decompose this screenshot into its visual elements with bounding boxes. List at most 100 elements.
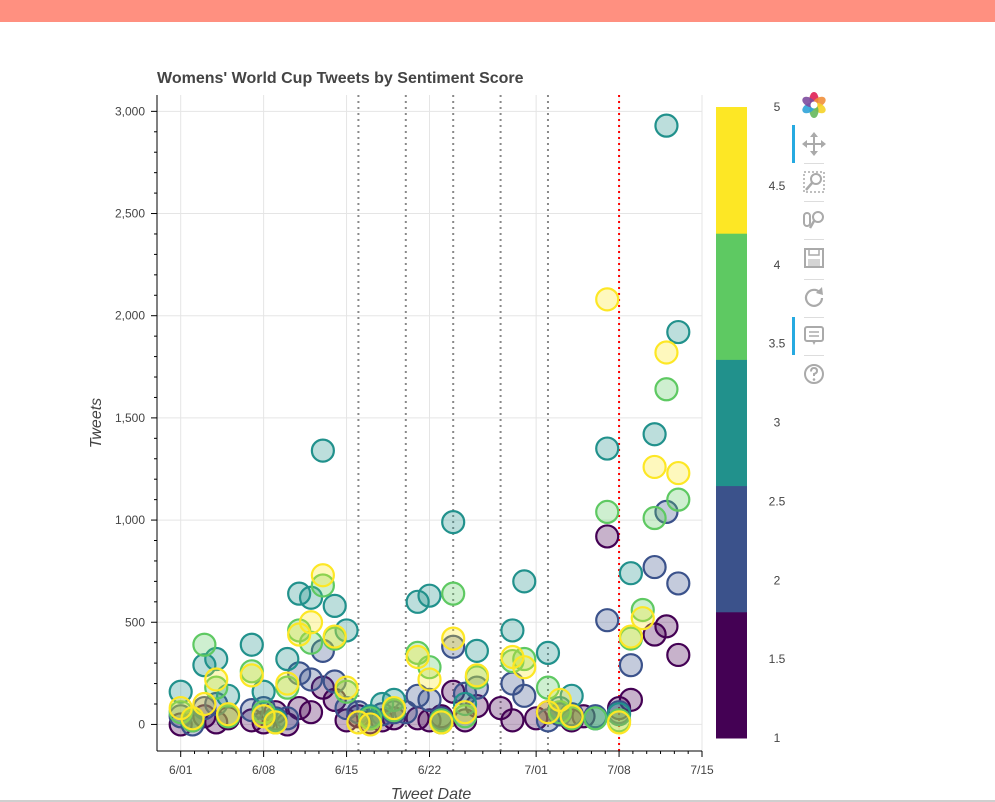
color-bar-tick-label: 1 [774, 731, 781, 745]
data-point [204, 667, 229, 692]
y-tick-label: 1,000 [115, 513, 145, 527]
data-point [642, 554, 667, 580]
x-tick-label: 6/01 [169, 763, 193, 777]
data-point [654, 113, 679, 138]
y-tick-label: 2,000 [115, 309, 145, 323]
top-accent-bar [0, 0, 995, 22]
y-axis-label: Tweets [88, 398, 105, 448]
data-point [654, 614, 679, 639]
data-point [464, 638, 489, 663]
data-point [535, 640, 561, 666]
save-icon[interactable] [800, 244, 828, 272]
data-point [334, 618, 359, 643]
data-point [310, 438, 335, 463]
active-tool-indicator [792, 125, 795, 163]
x-tick-label: 7/15 [690, 763, 714, 777]
help-icon[interactable] [800, 360, 828, 388]
data-point [441, 581, 466, 606]
x-tick-label: 6/08 [252, 763, 276, 777]
y-tick-label: 0 [138, 717, 145, 731]
toolbar-separator [804, 163, 824, 164]
data-point [559, 704, 584, 729]
data-point [405, 644, 430, 670]
hover-icon[interactable] [800, 322, 828, 350]
toolbar-separator [804, 279, 824, 280]
axes [151, 95, 703, 757]
data-point [654, 377, 679, 402]
box-zoom-icon[interactable] [800, 168, 828, 196]
data-point [618, 561, 644, 586]
data-point [666, 571, 691, 596]
data-point [441, 510, 466, 535]
data-point [654, 340, 679, 365]
bottom-divider [0, 800, 995, 802]
data-point [405, 589, 430, 614]
data-point [239, 632, 264, 657]
data-point [215, 702, 241, 727]
data-point [642, 622, 667, 647]
color-bar-tick-label: 2 [774, 573, 781, 587]
data-point [441, 626, 466, 651]
reset-icon[interactable] [800, 284, 828, 312]
y-tick-label: 3,000 [115, 104, 145, 118]
data-point [452, 700, 478, 725]
toolbar-separator [804, 239, 824, 240]
data-point [322, 593, 347, 619]
x-tick-label: 7/01 [524, 763, 548, 777]
data-point [417, 667, 442, 692]
toolbar [792, 88, 836, 388]
data-point [192, 632, 217, 657]
data-point [595, 287, 620, 312]
data-point [417, 583, 442, 608]
color-bar-tick-label: 3.5 [769, 337, 786, 351]
data-point [595, 608, 620, 633]
color-bar-tick-label: 5 [774, 100, 781, 114]
data-point [666, 642, 691, 668]
data-point [666, 487, 691, 512]
data-point [512, 569, 537, 594]
data-point [251, 704, 276, 729]
data-point [298, 630, 324, 655]
data-point [168, 679, 193, 704]
data-point [298, 610, 324, 635]
data-point [595, 499, 620, 524]
x-tick-label: 6/15 [335, 763, 359, 777]
data-point [666, 319, 691, 345]
data-point [642, 505, 667, 531]
data-point [595, 436, 620, 461]
data-point [215, 683, 241, 708]
y-tick-label: 1,500 [115, 411, 145, 425]
data-point [500, 618, 525, 643]
x-tick-label: 7/08 [607, 763, 631, 777]
data-point [630, 597, 655, 623]
data-point [512, 655, 537, 680]
data-point [239, 663, 264, 688]
data-point [298, 700, 324, 725]
color-bar-tick-label: 4.5 [769, 179, 786, 193]
color-bar-segment [716, 233, 747, 360]
bokeh-logo-icon[interactable] [800, 91, 828, 119]
toolbar-separator [804, 201, 824, 202]
color-bar-segment [716, 611, 747, 739]
data-point [547, 687, 572, 713]
data-point [512, 683, 537, 708]
color-bar-tick-label: 2.5 [769, 494, 786, 508]
data-point [441, 634, 466, 659]
color-bar-segment [716, 359, 747, 487]
data-point [417, 687, 442, 713]
data-point [500, 708, 525, 733]
data-point [251, 679, 276, 704]
active-tool-indicator [792, 317, 795, 355]
color-bar-tick-label: 1.5 [769, 652, 786, 666]
x-axis-label: Tweet Date [391, 786, 472, 802]
data-point [452, 691, 478, 717]
toolbar-separator [804, 355, 824, 356]
data-points [168, 113, 691, 737]
data-point [310, 563, 335, 588]
pan-icon[interactable] [800, 130, 828, 158]
data-point [606, 710, 632, 735]
data-point [464, 663, 489, 688]
color-bar-segment [716, 485, 747, 613]
wheel-zoom-icon[interactable] [800, 206, 828, 234]
data-point [666, 460, 691, 486]
